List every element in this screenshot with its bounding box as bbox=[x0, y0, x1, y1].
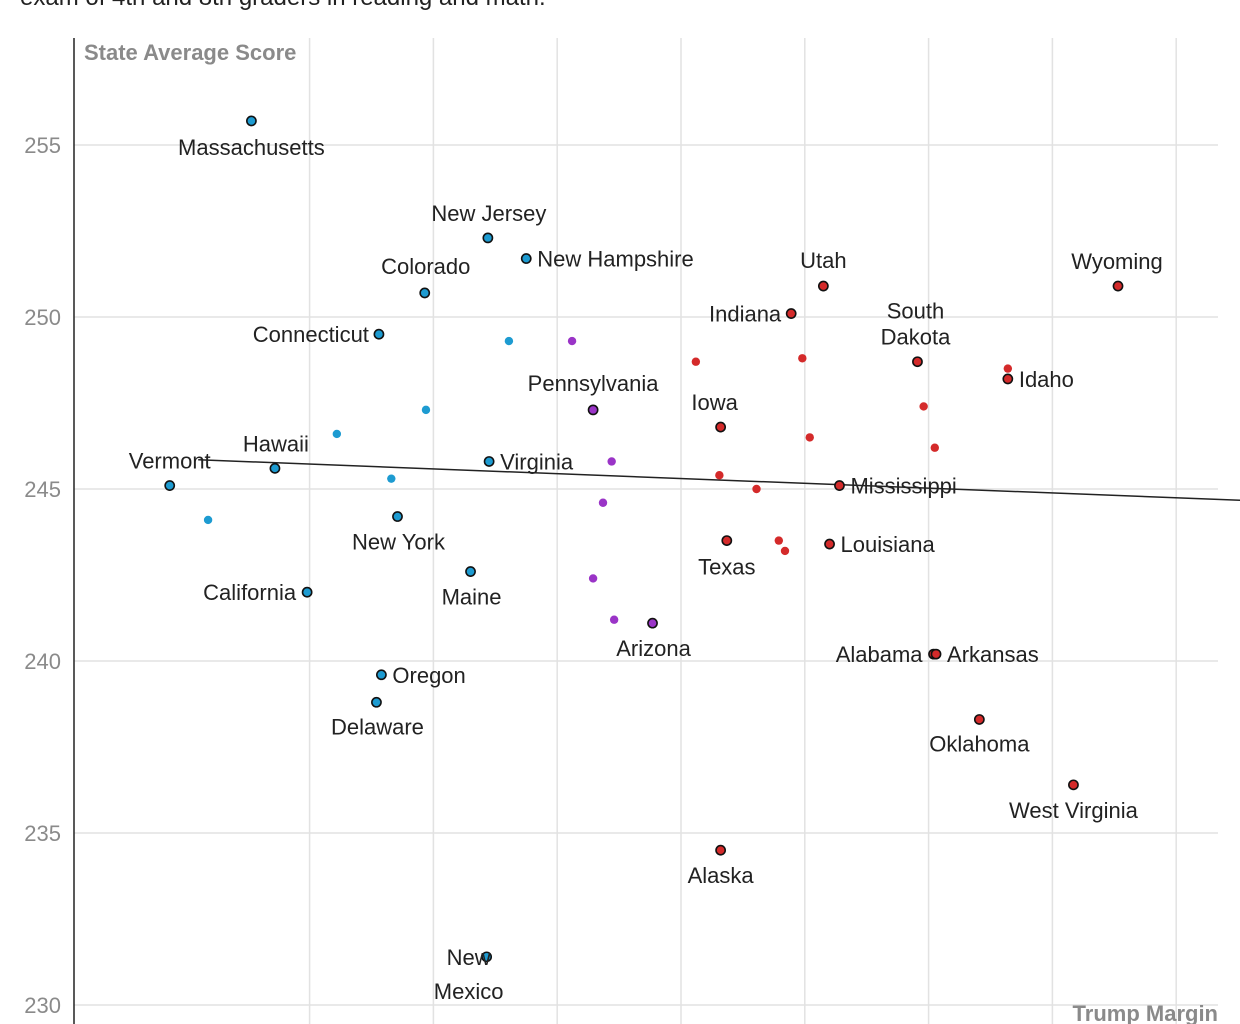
data-point-new-mexico bbox=[481, 951, 493, 963]
data-point bbox=[930, 443, 939, 452]
x-axis-title: Trump Margin bbox=[1073, 1001, 1218, 1024]
data-point bbox=[598, 498, 608, 507]
point-label-massachusetts: Massachusetts bbox=[178, 135, 325, 160]
data-point bbox=[752, 484, 761, 494]
data-point-new-jersey bbox=[482, 232, 494, 244]
y-tick-label: 240 bbox=[24, 649, 61, 674]
data-point bbox=[203, 515, 213, 525]
data-point-wyoming bbox=[1112, 280, 1124, 292]
data-point bbox=[691, 357, 701, 366]
data-point-maine bbox=[465, 566, 476, 577]
point-label-utah: Utah bbox=[800, 248, 846, 273]
point-label-alabama: Alabama bbox=[836, 642, 924, 667]
data-point-south-dakota bbox=[912, 356, 923, 368]
point-label-wyoming: Wyoming bbox=[1071, 249, 1163, 274]
point-label-new-mexico: New Mexico bbox=[434, 945, 504, 1004]
point-label-new-hampshire: New Hampshire bbox=[537, 247, 694, 272]
point-label-oklahoma: Oklahoma bbox=[929, 731, 1030, 756]
point-label-california: California bbox=[203, 580, 297, 605]
point-label-iowa: Iowa bbox=[691, 390, 738, 415]
point-label-texas: Texas bbox=[698, 555, 755, 580]
point-label-connecticut: Connecticut bbox=[253, 322, 369, 347]
data-point-idaho bbox=[1002, 373, 1014, 385]
data-point bbox=[780, 546, 790, 556]
data-point-california bbox=[301, 586, 313, 598]
data-point-iowa bbox=[715, 421, 727, 433]
point-label-new-jersey: New Jersey bbox=[431, 201, 546, 226]
data-point-new-york bbox=[392, 511, 403, 522]
point-label-alaska: Alaska bbox=[688, 863, 755, 888]
data-point bbox=[504, 336, 514, 346]
point-label-pennsylvania: Pennsylvania bbox=[528, 371, 660, 396]
data-point-arizona bbox=[647, 617, 658, 629]
data-point bbox=[609, 615, 619, 624]
point-label-colorado: Colorado bbox=[381, 254, 470, 279]
y-tick-label: 255 bbox=[24, 133, 61, 158]
data-point-mississippi bbox=[834, 480, 845, 491]
point-label-arizona: Arizona bbox=[616, 636, 691, 661]
point-label-delaware: Delaware bbox=[331, 714, 424, 739]
data-point bbox=[1003, 364, 1013, 373]
point-label-mississippi: Mississippi bbox=[850, 474, 956, 499]
data-point-indiana bbox=[785, 308, 797, 319]
data-point-massachusetts bbox=[246, 115, 257, 127]
chart-subtitle: exam of 4th and 8th graders in reading a… bbox=[20, 0, 546, 12]
data-point-delaware bbox=[371, 696, 382, 708]
point-label-vermont: Vermont bbox=[129, 449, 211, 474]
data-point bbox=[332, 429, 342, 439]
data-point-connecticut bbox=[373, 328, 385, 340]
point-label-maine: Maine bbox=[442, 585, 502, 610]
y-axis-title: State Average Score bbox=[84, 40, 296, 65]
data-point bbox=[421, 405, 431, 415]
point-label-south-dakota: South Dakota bbox=[881, 299, 951, 350]
data-point-new-hampshire bbox=[520, 253, 532, 264]
data-point bbox=[588, 574, 598, 583]
point-label-oregon: Oregon bbox=[392, 663, 465, 688]
data-point bbox=[919, 402, 928, 411]
data-point-virginia bbox=[483, 456, 495, 467]
data-point bbox=[607, 457, 616, 466]
y-tick-label: 235 bbox=[24, 821, 61, 846]
data-point-utah bbox=[817, 280, 829, 292]
data-point bbox=[715, 471, 724, 480]
point-label-arkansas: Arkansas bbox=[947, 642, 1039, 667]
data-point bbox=[774, 536, 784, 545]
y-tick-label: 250 bbox=[24, 305, 61, 330]
data-point-hawaii bbox=[269, 462, 281, 474]
data-point-vermont bbox=[164, 480, 176, 491]
data-point bbox=[805, 433, 814, 442]
point-label-new-york: New York bbox=[352, 530, 446, 555]
data-point-texas bbox=[721, 535, 733, 546]
data-point-alaska bbox=[715, 844, 727, 856]
point-label-virginia: Virginia bbox=[500, 449, 574, 474]
point-label-louisiana: Louisiana bbox=[841, 532, 936, 557]
data-point bbox=[798, 354, 807, 363]
point-label-hawaii: Hawaii bbox=[243, 431, 309, 456]
point-label-idaho: Idaho bbox=[1019, 367, 1074, 392]
y-tick-label: 230 bbox=[24, 993, 61, 1018]
point-label-indiana: Indiana bbox=[709, 302, 782, 327]
data-point bbox=[567, 336, 577, 346]
data-point-colorado bbox=[419, 287, 431, 299]
data-point-oregon bbox=[376, 669, 387, 681]
data-point-arkansas bbox=[930, 648, 942, 660]
data-point-pennsylvania bbox=[587, 404, 599, 416]
point-label-west-virginia: West Virginia bbox=[1009, 798, 1139, 823]
data-point-oklahoma bbox=[973, 714, 985, 725]
data-point bbox=[387, 474, 396, 483]
trend-line bbox=[198, 459, 1240, 501]
data-point-west-virginia bbox=[1068, 779, 1079, 791]
data-point-louisiana bbox=[824, 538, 835, 550]
y-tick-label: 245 bbox=[24, 477, 61, 502]
